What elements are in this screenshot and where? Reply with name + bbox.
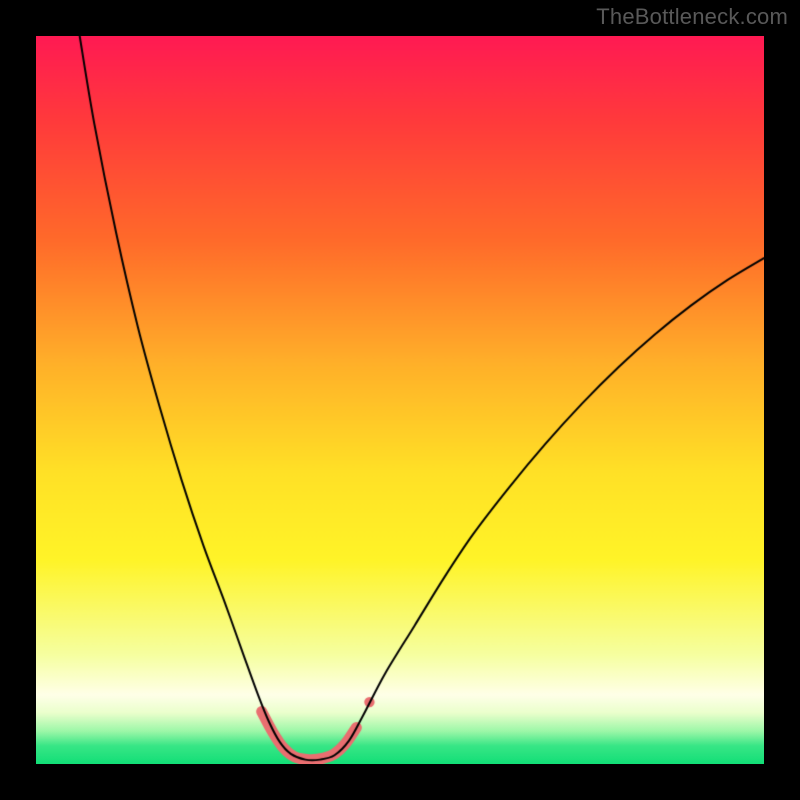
plot-area (36, 36, 764, 764)
watermark-label: TheBottleneck.com (596, 4, 788, 30)
bottleneck-curve (36, 36, 764, 764)
chart-stage: TheBottleneck.com (0, 0, 800, 800)
